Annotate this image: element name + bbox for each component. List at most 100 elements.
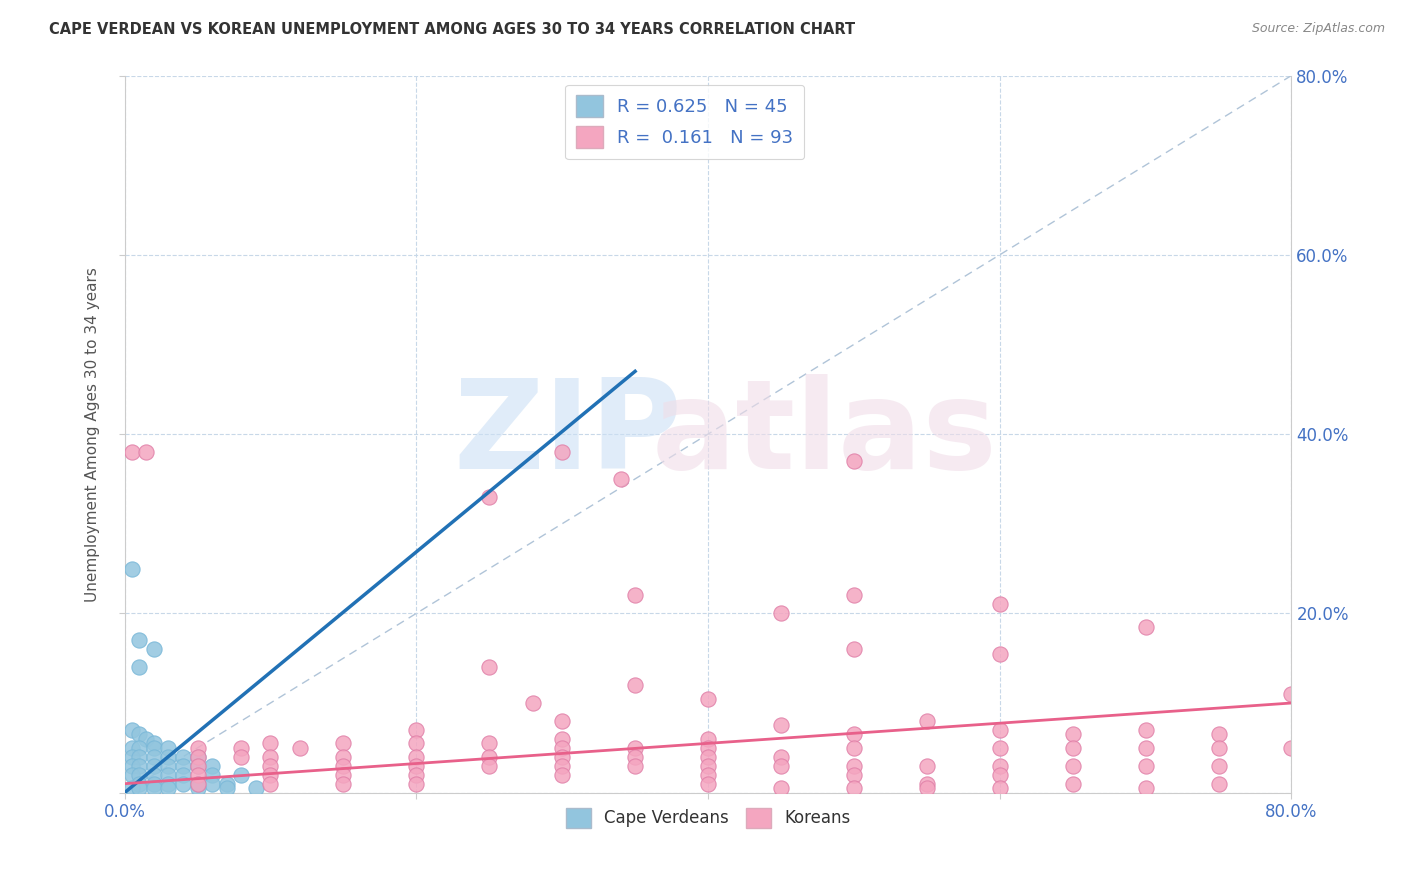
Point (697, 758, 720, 772)
Point (842, 740, 865, 755)
Point (697, 691, 720, 706)
Point (1062, 758, 1084, 772)
Point (842, 642, 865, 657)
Point (988, 723, 1011, 737)
Point (231, 740, 253, 755)
Point (142, 768, 165, 782)
Point (201, 777, 224, 791)
Point (1281, 687, 1303, 701)
Point (135, 731, 157, 746)
Point (172, 749, 194, 764)
Point (769, 607, 792, 621)
Point (157, 740, 180, 755)
Point (142, 749, 165, 764)
Point (231, 749, 253, 764)
Point (142, 781, 165, 796)
Point (157, 758, 180, 772)
Point (332, 758, 354, 772)
Point (551, 749, 574, 764)
Point (332, 768, 354, 782)
Point (121, 445, 143, 459)
Point (157, 768, 180, 782)
Point (128, 727, 150, 741)
Point (128, 781, 150, 796)
Point (135, 445, 157, 459)
Point (697, 740, 720, 755)
Text: Source: ZipAtlas.com: Source: ZipAtlas.com (1251, 22, 1385, 36)
Point (186, 740, 208, 755)
Point (478, 749, 501, 764)
Text: CAPE VERDEAN VS KOREAN UNEMPLOYMENT AMONG AGES 30 TO 34 YEARS CORRELATION CHART: CAPE VERDEAN VS KOREAN UNEMPLOYMENT AMON… (49, 22, 855, 37)
Point (769, 758, 792, 772)
Point (842, 454, 865, 468)
Point (121, 758, 143, 772)
Point (259, 758, 281, 772)
Point (551, 740, 574, 755)
Point (245, 781, 267, 796)
Point (172, 777, 194, 791)
Point (551, 714, 574, 728)
Point (128, 777, 150, 791)
Point (842, 589, 865, 603)
Point (128, 660, 150, 674)
Point (128, 758, 150, 772)
Point (128, 633, 150, 648)
Point (201, 758, 224, 772)
Point (624, 749, 647, 764)
Point (1062, 727, 1084, 741)
Point (1135, 620, 1157, 634)
Point (697, 768, 720, 782)
Point (186, 749, 208, 764)
Point (551, 768, 574, 782)
Point (915, 714, 938, 728)
Point (142, 642, 165, 657)
Point (1208, 758, 1230, 772)
Point (186, 777, 208, 791)
Point (186, 749, 208, 764)
Point (405, 777, 427, 791)
Point (186, 768, 208, 782)
Point (1062, 740, 1084, 755)
Point (142, 758, 165, 772)
Point (551, 758, 574, 772)
Point (128, 740, 150, 755)
Point (215, 777, 238, 791)
Point (769, 781, 792, 796)
Point (405, 736, 427, 750)
Point (288, 740, 311, 755)
Point (259, 768, 281, 782)
Point (128, 768, 150, 782)
Point (121, 749, 143, 764)
Point (121, 781, 143, 796)
Point (121, 740, 143, 755)
Point (405, 758, 427, 772)
Point (405, 749, 427, 764)
Point (842, 727, 865, 741)
Point (332, 777, 354, 791)
Point (988, 758, 1011, 772)
Point (186, 781, 208, 796)
Point (201, 768, 224, 782)
Point (624, 758, 647, 772)
Point (988, 768, 1011, 782)
Point (697, 749, 720, 764)
Point (551, 445, 574, 459)
Point (478, 490, 501, 504)
Point (1208, 777, 1230, 791)
Point (624, 740, 647, 755)
Text: atlas: atlas (652, 374, 998, 494)
Point (332, 749, 354, 764)
Y-axis label: Unemployment Among Ages 30 to 34 years: Unemployment Among Ages 30 to 34 years (86, 267, 100, 601)
Point (842, 758, 865, 772)
Point (522, 696, 544, 710)
Text: ZIP: ZIP (454, 374, 682, 494)
Point (478, 736, 501, 750)
Point (186, 777, 208, 791)
Point (1281, 740, 1303, 755)
Point (478, 660, 501, 674)
Point (405, 723, 427, 737)
Point (172, 768, 194, 782)
Point (215, 781, 238, 796)
Point (769, 718, 792, 732)
Point (915, 781, 938, 796)
